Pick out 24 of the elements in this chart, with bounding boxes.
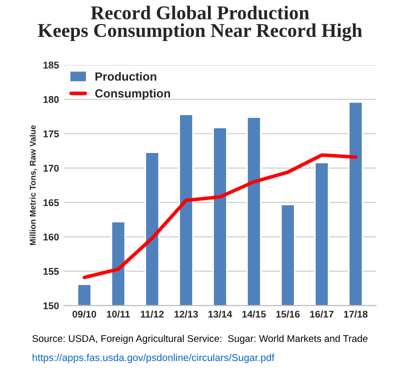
y-tick-label: 185 xyxy=(44,62,59,69)
x-tick-label: 10/11 xyxy=(106,310,130,318)
source-note: Source: USDA, Foreign Agricultural Service: Sugar: World Markets and Trade xyxy=(32,334,368,344)
legend-label: Consumption xyxy=(95,88,170,100)
text: https://apps.fas.usda.gov/psdonline/circulars/Sugar.pdf xyxy=(32,354,274,364)
y-axis-title: Million Metric Tons, Raw Value xyxy=(30,125,37,246)
x-tick-label: 13/14 xyxy=(208,310,232,318)
x-tick-label: 15/16 xyxy=(276,310,300,318)
chart-title: Record Global Production Keeps Consumption Near Record High xyxy=(38,6,362,42)
x-tick-label: 17/18 xyxy=(344,310,368,318)
y-tick-label: 165 xyxy=(44,199,59,206)
legend-label: Production xyxy=(95,72,156,81)
y-tick-label: 150 xyxy=(44,302,59,310)
y-tick-label: 160 xyxy=(44,234,59,240)
x-tick-label: 12/13 xyxy=(174,310,198,318)
x-tick-label: 09/10 xyxy=(72,310,96,318)
x-tick-label: 14/15 xyxy=(242,310,266,318)
line-series xyxy=(82,153,358,280)
x-tick-label: 16/17 xyxy=(310,310,334,318)
y-tick-label: 180 xyxy=(44,96,59,103)
y-tick-label: 155 xyxy=(44,268,59,275)
x-tick-label: 11/12 xyxy=(140,310,164,318)
y-tick-label: 170 xyxy=(44,164,59,172)
y-tick-label: 175 xyxy=(44,130,59,138)
